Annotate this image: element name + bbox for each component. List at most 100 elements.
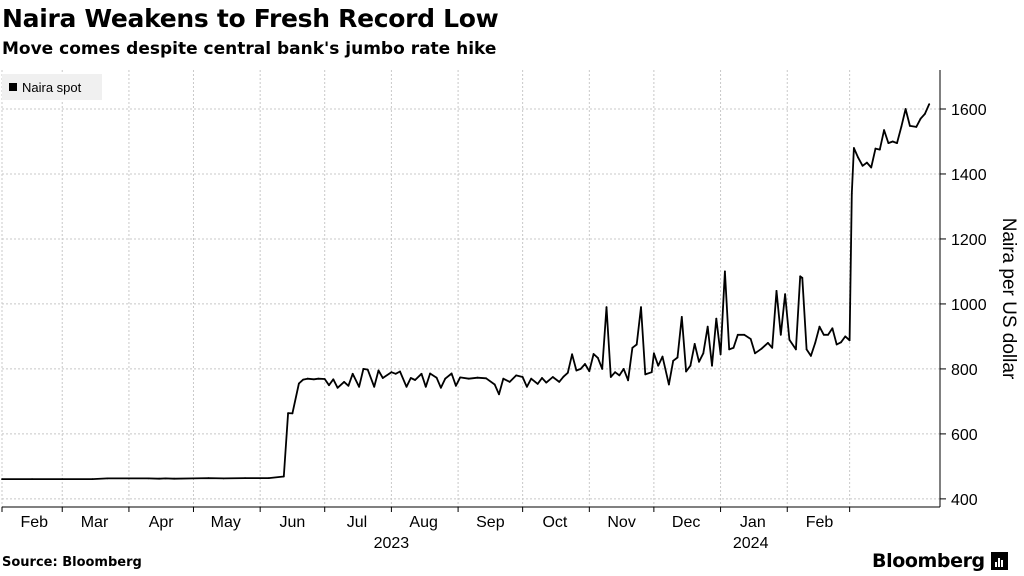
data-point — [640, 306, 642, 309]
data-point — [584, 363, 586, 365]
data-point — [866, 161, 868, 164]
data-point — [444, 377, 447, 380]
data-point — [924, 113, 926, 115]
data-point — [455, 384, 457, 387]
data-point — [192, 477, 195, 480]
data-point — [450, 372, 453, 375]
source-note: Source: Bloomberg — [2, 555, 142, 570]
data-point — [420, 372, 423, 375]
data-point — [857, 156, 860, 159]
data-point — [719, 353, 722, 356]
data-point — [347, 384, 350, 387]
data-point — [282, 475, 285, 478]
brand-name: Bloomberg — [872, 550, 985, 572]
x-tick-label: Jun — [280, 514, 306, 531]
y-tick-label: 800 — [951, 362, 978, 379]
data-point — [896, 142, 898, 145]
data-point — [332, 378, 335, 381]
data-point — [147, 477, 150, 480]
x-tick-label: Aug — [409, 514, 437, 531]
y-tick-label: 1000 — [951, 297, 987, 314]
data-point — [291, 412, 294, 415]
data-point — [915, 126, 918, 128]
data-point — [779, 333, 782, 336]
data-point — [435, 376, 438, 379]
data-point — [530, 377, 533, 380]
data-point — [566, 371, 569, 374]
data-point — [904, 108, 907, 110]
data-point — [521, 376, 524, 378]
data-point — [502, 377, 505, 380]
data-point — [900, 126, 903, 128]
data-point — [429, 372, 431, 375]
data-point — [715, 317, 718, 320]
data-point — [562, 375, 565, 378]
data-point — [336, 386, 339, 389]
data-point — [592, 353, 595, 355]
bloomberg-logo: Bloomberg — [872, 550, 1008, 572]
data-point — [635, 343, 638, 346]
data-point — [508, 381, 511, 383]
data-point — [775, 290, 778, 292]
data-point — [801, 277, 804, 279]
data-point — [672, 359, 675, 362]
data-point — [822, 333, 825, 336]
data-point — [164, 477, 167, 480]
data-point — [366, 368, 369, 371]
gridlines — [1, 70, 940, 507]
data-point — [698, 360, 700, 363]
data-point — [390, 371, 393, 374]
data-point — [874, 147, 877, 150]
data-point — [784, 293, 786, 296]
data-point — [818, 325, 821, 328]
data-point — [536, 383, 539, 385]
data-point — [459, 376, 462, 379]
series-line-naira-spot — [2, 103, 931, 480]
data-point — [31, 478, 33, 480]
data-point — [810, 355, 812, 357]
data-points — [1, 103, 931, 480]
x-tick-label: Feb — [20, 514, 48, 531]
data-point — [814, 342, 817, 344]
x-tick-label: Mar — [81, 514, 109, 531]
y-tick-label: 1600 — [951, 102, 987, 119]
data-point — [399, 370, 401, 373]
data-point — [689, 364, 692, 367]
data-point — [485, 377, 487, 380]
data-point — [724, 270, 726, 273]
data-point — [61, 478, 64, 480]
data-point — [414, 379, 416, 381]
data-point — [760, 347, 763, 350]
data-point — [440, 386, 442, 389]
data-point — [343, 381, 345, 383]
data-point — [749, 338, 752, 340]
data-point — [618, 374, 621, 377]
data-point — [844, 335, 847, 338]
data-point — [680, 316, 683, 318]
data-point — [91, 478, 94, 480]
x-tick-label: Jul — [347, 514, 367, 531]
data-point — [702, 352, 705, 355]
data-point — [887, 142, 890, 145]
data-point — [351, 372, 354, 375]
data-point — [685, 370, 687, 373]
data-point — [919, 117, 922, 120]
data-point — [693, 343, 696, 345]
data-point — [609, 376, 612, 378]
data-point — [571, 353, 573, 356]
data-point — [323, 378, 326, 380]
y-tick-label: 1200 — [951, 232, 987, 249]
data-point — [541, 377, 543, 379]
data-point — [878, 148, 881, 151]
data-point — [835, 343, 838, 346]
x-tick-label: May — [211, 514, 241, 531]
data-point — [711, 364, 713, 367]
data-point — [588, 370, 591, 373]
y-tick-label: 600 — [951, 427, 978, 444]
data-point — [614, 371, 616, 374]
data-point — [668, 383, 670, 386]
data-point — [831, 327, 834, 330]
bloomberg-terminal-icon — [990, 552, 1008, 570]
data-point — [883, 129, 885, 132]
y-axis-label: Naira per US dollar — [998, 218, 1019, 380]
